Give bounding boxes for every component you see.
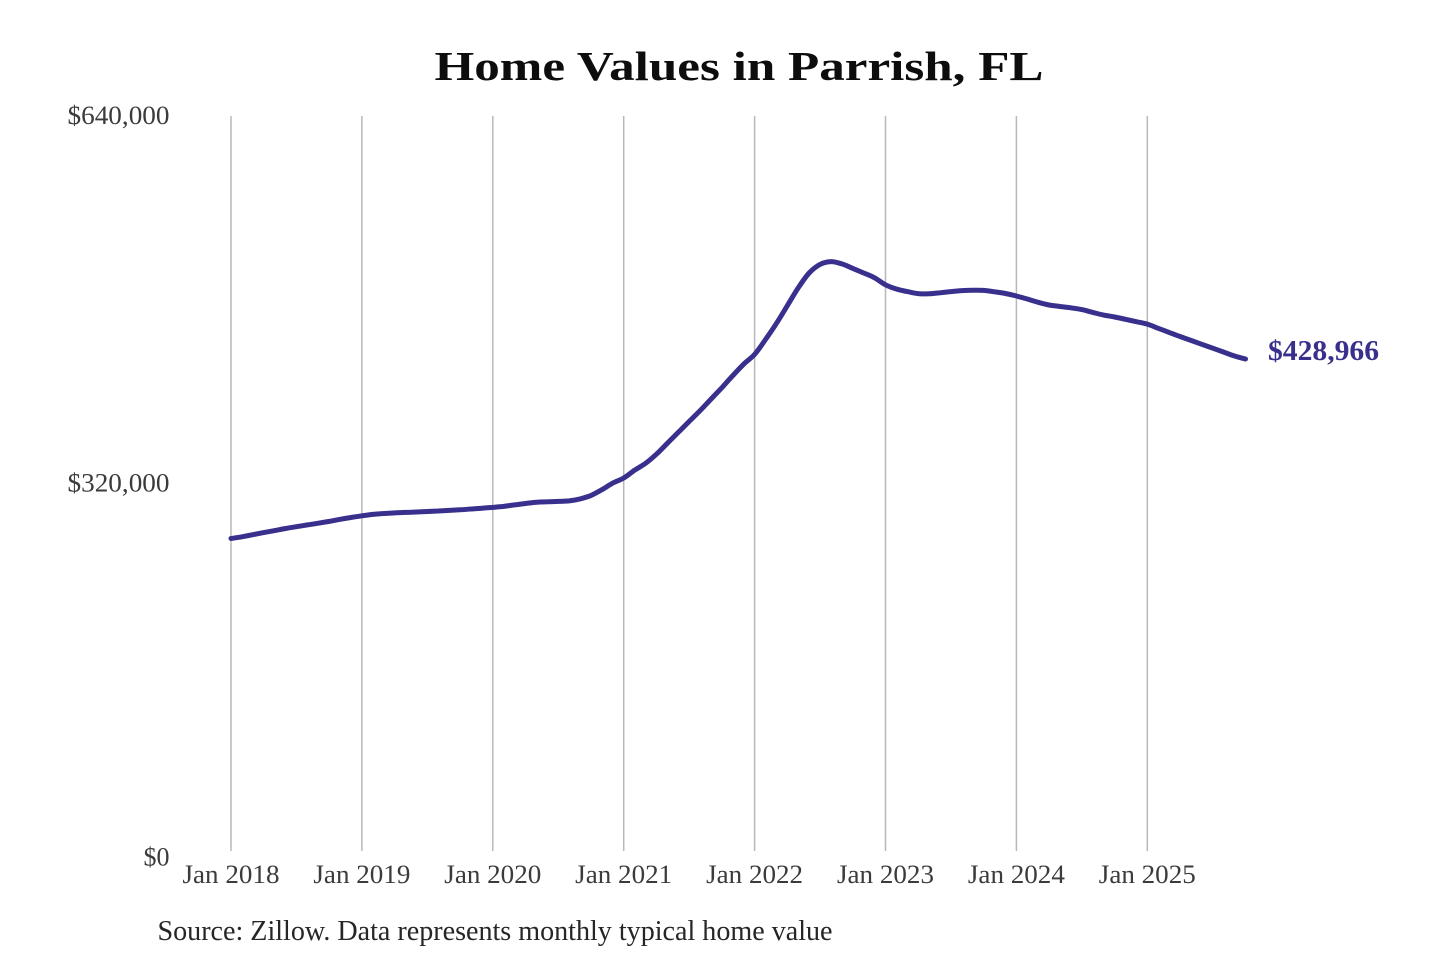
svg-text:Jan 2018: Jan 2018	[183, 860, 280, 889]
svg-text:$0: $0	[144, 843, 170, 872]
svg-text:$640,000: $640,000	[68, 101, 170, 130]
svg-text:Jan 2023: Jan 2023	[837, 860, 934, 889]
svg-text:Jan 2019: Jan 2019	[313, 860, 410, 889]
svg-text:$428,966: $428,966	[1268, 336, 1379, 367]
svg-text:Source: Zillow. Data represent: Source: Zillow. Data represents monthly …	[158, 916, 833, 947]
svg-text:Jan 2022: Jan 2022	[706, 860, 803, 889]
svg-text:Jan 2025: Jan 2025	[1099, 860, 1196, 889]
svg-text:Jan 2024: Jan 2024	[968, 860, 1065, 889]
svg-text:Jan 2021: Jan 2021	[575, 860, 672, 889]
svg-text:$320,000: $320,000	[68, 469, 170, 498]
svg-text:Jan 2020: Jan 2020	[444, 860, 541, 889]
svg-text:Home Values in Parrish, FL: Home Values in Parrish, FL	[435, 43, 1044, 89]
